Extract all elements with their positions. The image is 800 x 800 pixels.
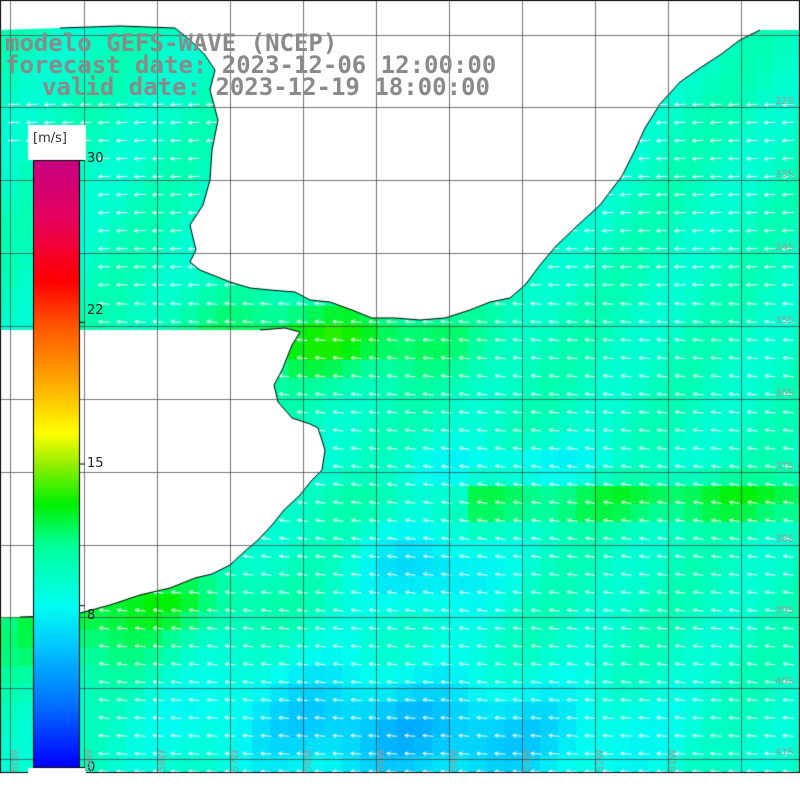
lat-label-39s: 39S [774,605,794,616]
lon-label-53w: 53W [522,749,533,772]
colorbar-tick-15: 15 [87,456,104,471]
lon-label-54w: 54W [449,749,460,772]
lon-label-52w: 52W [595,749,606,772]
lon-label-59w: 59W [84,749,95,772]
model-title: modelo GEFS-WAVE (NCEP) [5,29,338,57]
colorbar-tick-22: 22 [87,303,104,318]
lat-label-32s: 32S [774,96,794,107]
lon-label-60w: 60W [10,749,21,772]
lon-label-58w: 58W [157,749,168,772]
lat-label-40s: 40S [774,676,794,687]
lat-label-37s: 37S [774,461,794,472]
lon-label-51w: 51W [668,749,679,772]
colorbar-tick-8: 8 [87,608,96,623]
valid-date: valid date: 2023-12-19 18:00:00 [42,73,490,101]
lat-label-36s: 36S [774,388,794,399]
lat-label-33s: 33S [774,169,794,180]
colorbar-unit: [m/s] [33,131,67,146]
colorbar-tick-30: 30 [87,151,104,166]
lat-label-38s: 38S [774,534,794,545]
forecast-date: forecast date: 2023-12-06 12:00:00 [5,51,497,79]
lat-label-41s: 41S [774,747,794,758]
lat-label-34s: 34S [774,242,794,253]
colorbar-tick-0: 0 [87,760,96,775]
lon-label-56w: 56W [303,749,314,772]
lon-label-55w: 55W [376,749,387,772]
lon-label-57w: 57W [230,749,241,772]
lat-label-35s: 35S [774,315,794,326]
